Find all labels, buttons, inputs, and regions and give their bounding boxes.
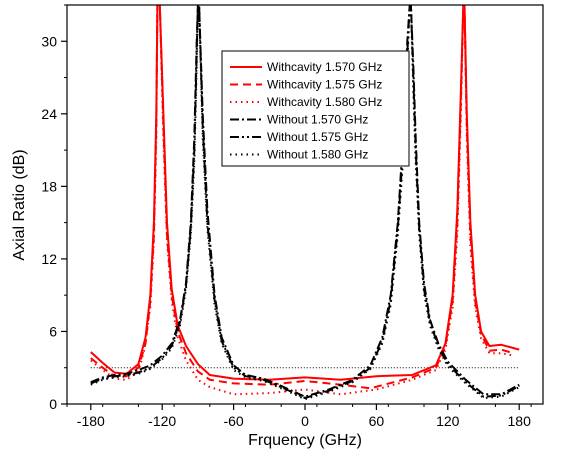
- legend-label-5: Without 1.575 GHz: [267, 130, 368, 144]
- x-tick-label: -180: [77, 413, 105, 429]
- legend-label-2: Withcavity 1.575 GHz: [267, 78, 382, 92]
- tick-layer: -180 -120 -60 0 60 120 180 0 6 12 18 24 30: [41, 4, 532, 429]
- x-tick-label: -120: [148, 413, 176, 429]
- legend-label-4: Without 1.570 GHz: [267, 113, 368, 127]
- x-tick-label: 180: [508, 413, 532, 429]
- x-tick-label: -60: [223, 413, 243, 429]
- y-tick-label: 18: [41, 178, 57, 194]
- legend: Withcavity 1.570 GHz Withcavity 1.575 GHz…: [221, 50, 410, 167]
- series-line-5: [90, 5, 520, 399]
- series-line-4: [90, 5, 520, 398]
- series-line-3: [90, 5, 514, 396]
- y-tick-label: 24: [41, 106, 57, 122]
- series-layer: [90, 5, 520, 401]
- y-tick-label: 12: [41, 251, 57, 267]
- x-tick-label: 60: [369, 413, 385, 429]
- x-tick-label: 0: [301, 413, 309, 429]
- legend-label-1: Withcavity 1.570 GHz: [267, 60, 382, 74]
- y-axis-title: Axial Ratio (dB): [11, 149, 28, 260]
- legend-label-6: Without 1.580 GHz: [267, 148, 368, 162]
- x-tick-label: 120: [436, 413, 460, 429]
- series-line-6: [90, 5, 520, 401]
- legend-label-3: Withcavity 1.580 GHz: [267, 95, 382, 109]
- y-tick-label: 30: [41, 33, 57, 49]
- x-axis-title: Frquency (GHz): [248, 432, 362, 449]
- y-tick-label: 6: [49, 323, 57, 339]
- legend-box: [221, 50, 410, 167]
- y-tick-label: 0: [49, 396, 57, 412]
